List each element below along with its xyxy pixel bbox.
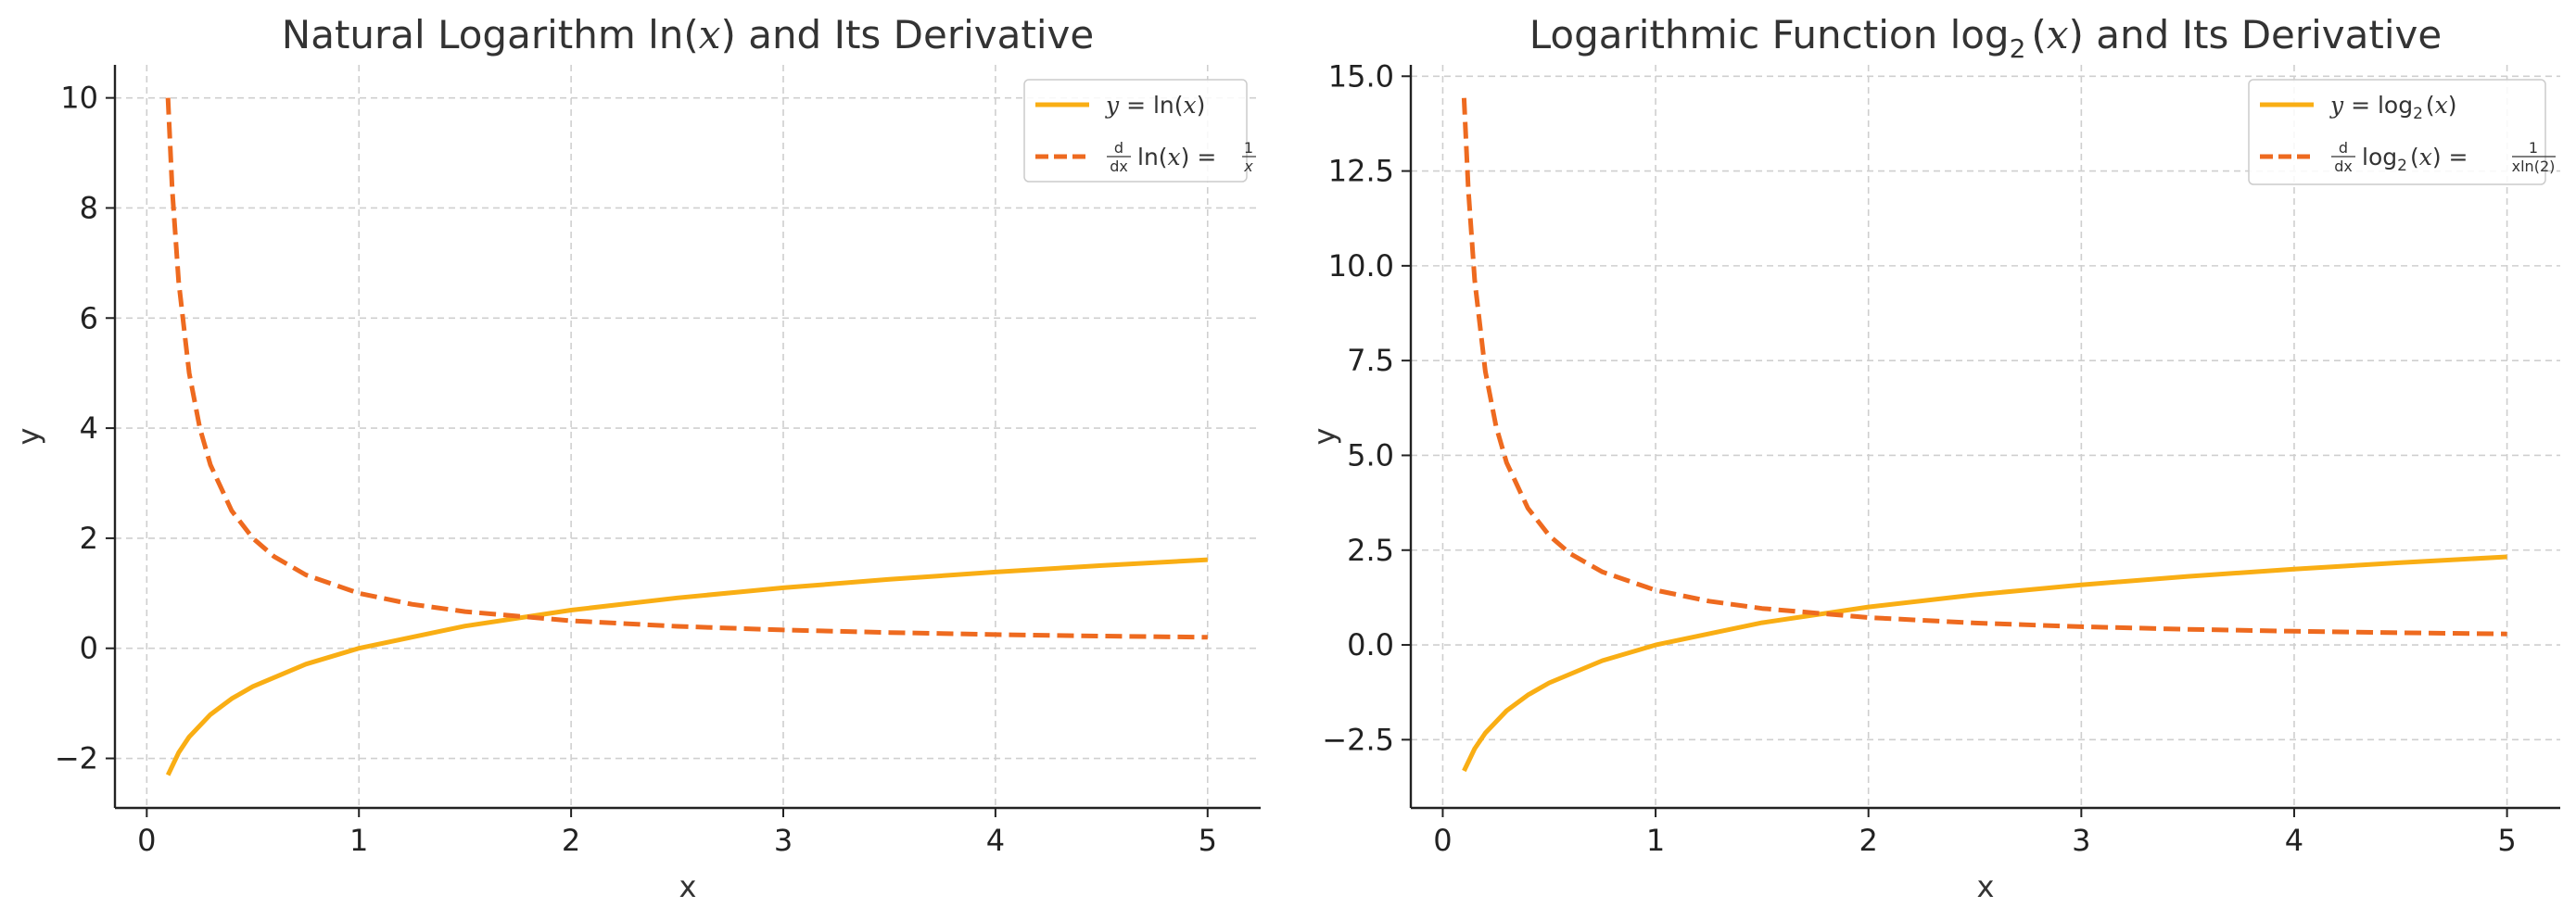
y-tick-label: 6 xyxy=(80,300,98,335)
x-tick-label: 2 xyxy=(1859,823,1878,858)
legend-frac-num: d xyxy=(1114,139,1123,157)
legend-expr: ln(x) = xyxy=(1137,144,1216,170)
y-tick-label: 4 xyxy=(80,410,98,446)
legend-label-1: y = ln(x) xyxy=(1105,92,1205,119)
x-tick-label: 1 xyxy=(349,823,368,858)
y-tick-label: 8 xyxy=(80,190,98,225)
chart-title: Natural Logarithm ln(x) and Its Derivati… xyxy=(282,12,1094,57)
legend-rhs-num: 1 xyxy=(2529,139,2538,157)
legend-rhs-num: 1 xyxy=(1244,139,1253,157)
y-tick-label: 7.5 xyxy=(1347,343,1394,378)
chart-title: Logarithmic Function log2 (x) and Its Der… xyxy=(1529,12,2442,64)
legend-expr: log2 (x) = xyxy=(2362,144,2468,175)
series-line-2 xyxy=(1461,97,2507,637)
y-axis-label: y xyxy=(11,428,46,446)
y-tick-label: 2.5 xyxy=(1347,533,1394,568)
legend-frac-den: dx xyxy=(2334,158,2353,175)
x-tick-label: 5 xyxy=(2497,823,2516,858)
y-tick-label: 12.5 xyxy=(1328,154,1394,189)
x-axis-label: x xyxy=(1977,869,1995,904)
legend-label-1: y = log2 (x) xyxy=(2329,92,2457,123)
x-tick-label: 0 xyxy=(137,823,156,858)
x-axis-label: x xyxy=(679,869,697,904)
y-tick-label: 0.0 xyxy=(1347,627,1394,662)
series-line-1 xyxy=(165,557,1208,776)
x-tick-label: 5 xyxy=(1199,823,1217,858)
legend-rhs-den: x xyxy=(1243,158,1253,175)
legend-frac-num: d xyxy=(2339,139,2348,157)
x-tick-label: 3 xyxy=(2072,823,2090,858)
y-tick-label: 5.0 xyxy=(1347,437,1394,473)
series-line-1 xyxy=(1462,554,2507,773)
legend-rhs-den: xln(2) xyxy=(2512,158,2556,175)
chart-panel-2: 0 1 2 3 4 5 −2.5 0.0 2.5 5.0 7.5 10.0 12.5 15.0 x y Loga… xyxy=(1307,12,2560,904)
legend: y = ln(x) ddx ln(x) = 1x xyxy=(1023,79,1256,183)
legend-label-2: ddx ln(x) = 1x xyxy=(1107,139,1256,175)
series-line-2 xyxy=(165,97,1208,640)
y-tick-label: 0 xyxy=(80,631,98,666)
x-tick-label: 4 xyxy=(2285,823,2303,858)
y-tick-label: 15.0 xyxy=(1328,58,1394,94)
chart-panel-1: 0 1 2 3 4 5 −2 0 2 4 6 8 10 x y Natural Logarithm ln(x)… xyxy=(11,12,1261,904)
y-tick-label: 10.0 xyxy=(1328,248,1394,284)
x-tick-label: 3 xyxy=(774,823,793,858)
x-tick-label: 1 xyxy=(1646,823,1665,858)
y-tick-label: −2 xyxy=(55,741,98,776)
x-tick-label: 4 xyxy=(986,823,1005,858)
legend-box xyxy=(2248,79,2546,185)
y-tick-label: 10 xyxy=(60,81,98,116)
x-tick-label: 0 xyxy=(1433,823,1452,858)
x-tick-label: 2 xyxy=(562,823,580,858)
legend-frac-den: dx xyxy=(1110,158,1128,175)
y-axis-label: y xyxy=(1307,428,1342,446)
y-tick-label: 2 xyxy=(80,521,98,556)
y-tick-label: −2.5 xyxy=(1322,722,1394,757)
